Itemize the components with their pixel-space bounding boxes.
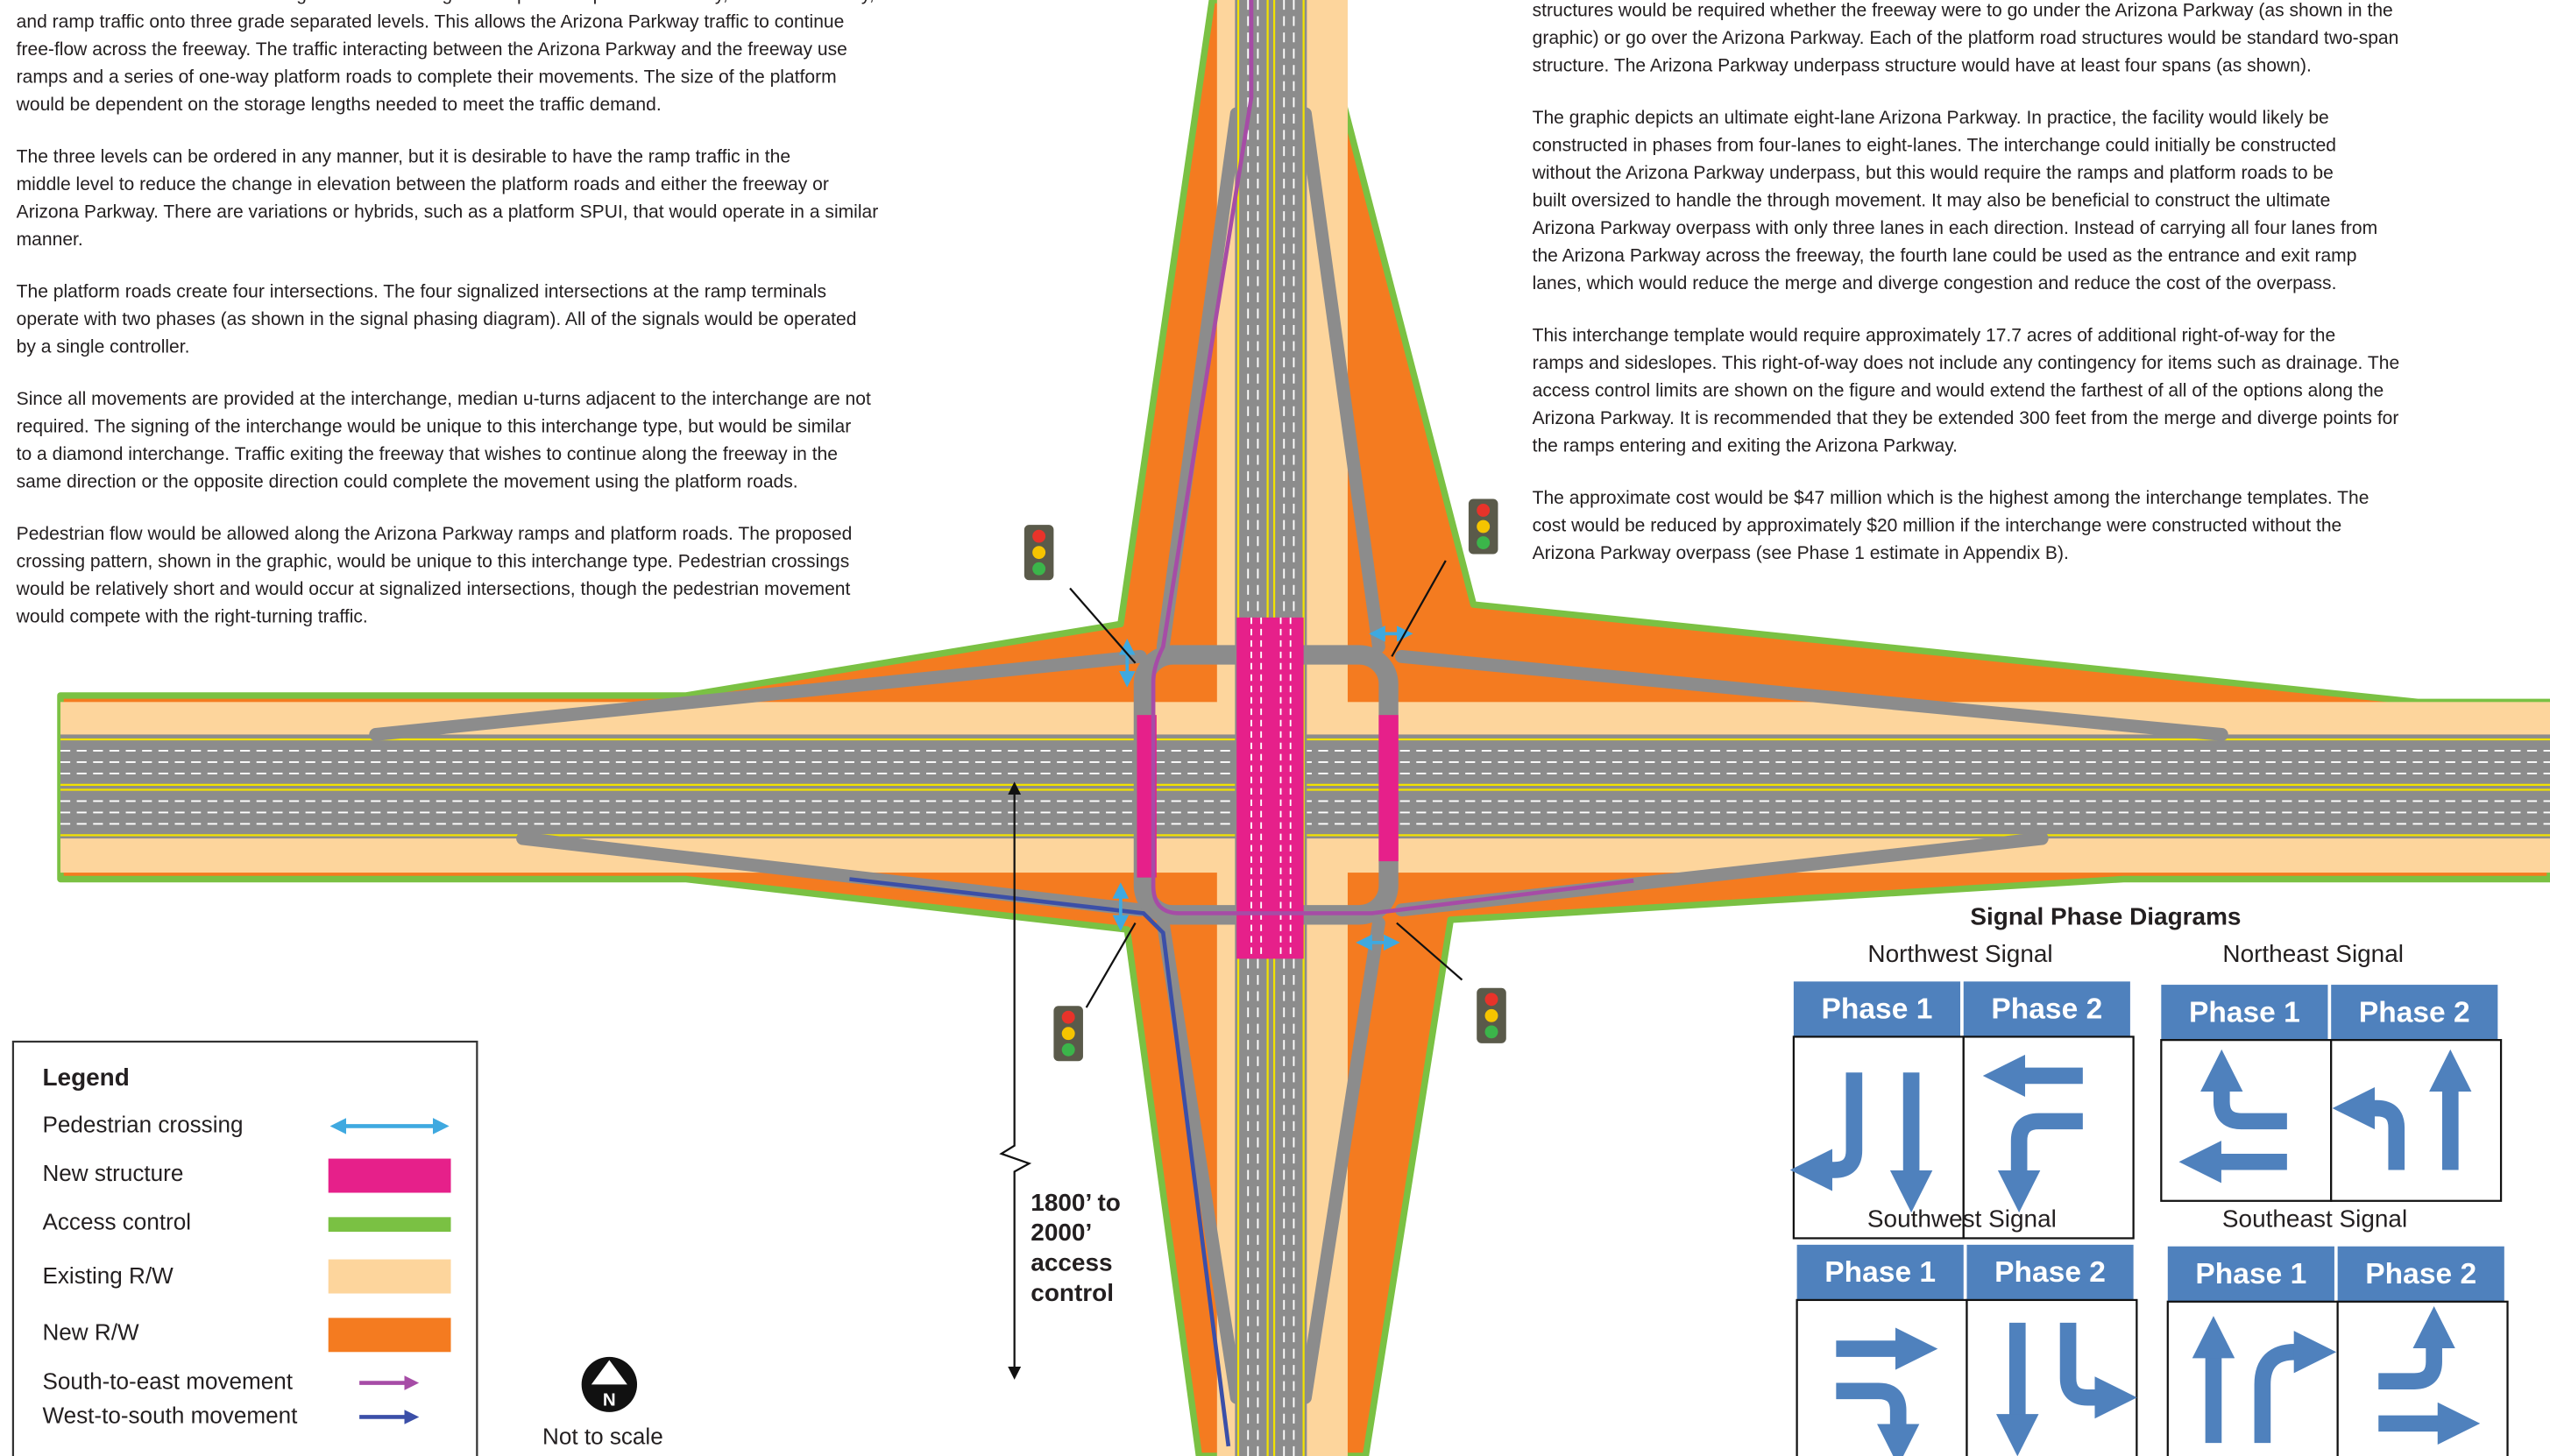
text-line: structures would be required whether the… — [1533, 0, 2393, 25]
text-line: free-flow across the freeway. The traffi… — [17, 37, 847, 65]
signal-light — [1485, 1025, 1498, 1038]
legend-swatch — [329, 1260, 451, 1294]
text-line: built oversized to handle the through mo… — [1533, 187, 2331, 216]
legend-label: New R/W — [42, 1319, 139, 1346]
new-structure — [1236, 618, 1303, 959]
phase-label: Phase 1 — [1822, 993, 1933, 1026]
legend-label: South-to-east movement — [42, 1368, 293, 1394]
text-line: to a diamond interchange. Traffic exitin… — [17, 442, 838, 470]
text-line: ramps and a series of one-way platform r… — [17, 64, 837, 92]
access-control-note: 2000’ — [1031, 1219, 1092, 1246]
phase-panel — [2168, 1302, 2338, 1456]
text-line: Arizona Parkway. There are variations or… — [17, 199, 879, 227]
legend-label: Access control — [42, 1209, 191, 1235]
signal-light — [1062, 1027, 1075, 1040]
text-line: Arizona Parkway overpass with only three… — [1533, 216, 2378, 244]
text-line: Pedestrian flow would be allowed along t… — [17, 520, 853, 548]
signal-light — [1477, 520, 1490, 534]
text-line: This interchange template would require … — [1533, 322, 2336, 350]
leader-line — [1087, 923, 1136, 1007]
signal-name: Northeast Signal — [2222, 940, 2404, 967]
text-line: the Arizona Parkway across the freeway, … — [1533, 243, 2357, 271]
text-line: Arizona Parkway. It is recommended that … — [1533, 406, 2399, 434]
text-line: manner. — [17, 227, 83, 255]
phase-panel — [2331, 1040, 2501, 1201]
legend-label: Existing R/W — [42, 1262, 174, 1289]
text-line: crossing pattern, shown in the graphic, … — [17, 548, 850, 576]
text-line: without the Arizona Parkway underpass, b… — [1533, 160, 2334, 188]
signal-light — [1485, 993, 1498, 1006]
text-line: operate with two phases (as shown in the… — [17, 307, 857, 335]
text-line: The three-level diamond interchange is a… — [17, 0, 875, 9]
legend-label: New structure — [42, 1160, 183, 1186]
access-control-note: access — [1031, 1249, 1112, 1276]
signal-light — [1477, 536, 1490, 549]
access-control-note: 1800’ to — [1031, 1189, 1121, 1216]
signal-light — [1062, 1043, 1075, 1057]
access-control-note: control — [1031, 1279, 1114, 1306]
legend-swatch — [329, 1318, 451, 1352]
text-line: structure. The Arizona Parkway underpass… — [1533, 53, 2312, 81]
text-line: would be relatively short and would occu… — [17, 576, 851, 604]
signal-name: Southwest Signal — [1867, 1205, 2057, 1232]
signal-light — [1032, 530, 1045, 543]
phase-label: Phase 2 — [2359, 996, 2470, 1028]
phase-label: Phase 1 — [2195, 1258, 2306, 1290]
signal-name: Southeast Signal — [2222, 1205, 2407, 1232]
text-line: graphic) or go over the Arizona Parkway.… — [1533, 25, 2399, 53]
legend-title: Legend — [42, 1064, 129, 1091]
phase-label: Phase 2 — [1994, 1256, 2106, 1289]
text-line: would compete with the right-turning tra… — [17, 604, 368, 632]
text-line: by a single controller. — [17, 334, 190, 362]
signal-light — [1477, 504, 1490, 517]
signal-diagrams-title: Signal Phase Diagrams — [1970, 902, 2241, 929]
text-line: The graphic depicts an ultimate eight-la… — [1533, 105, 2329, 133]
text-line: cost would be reduced by approximately $… — [1533, 512, 2342, 541]
scale-note: Not to scale — [542, 1424, 663, 1450]
legend-swatch — [329, 1159, 451, 1193]
legend-label: West-to-south movement — [42, 1402, 298, 1428]
signal-light — [1062, 1011, 1075, 1024]
new-structure — [1378, 715, 1398, 861]
legend-label: Pedestrian crossing — [42, 1111, 243, 1137]
sheet: 1800’ to 2000’ access control N Not to scale L… — [0, 0, 2550, 1456]
signal-light — [1032, 546, 1045, 559]
text-line: middle level to reduce the change in ele… — [17, 172, 829, 200]
page: 1800’ to 2000’ access control N Not to scale L… — [0, 0, 2550, 1456]
text-line: the ramps entering and exiting the Arizo… — [1533, 433, 1958, 461]
signal-light — [1485, 1009, 1498, 1022]
legend-swatch — [329, 1217, 451, 1232]
phase-panel — [1797, 1300, 1967, 1456]
text-line: Since all movements are provided at the … — [17, 386, 871, 414]
text-line: The platform roads create four intersect… — [17, 279, 826, 307]
text-line: would be dependent on the storage length… — [17, 92, 662, 120]
phase-label: Phase 1 — [1824, 1256, 1936, 1289]
signal-light — [1032, 562, 1045, 576]
phase-label: Phase 1 — [2189, 996, 2300, 1028]
text-line: Arizona Parkway overpass (see Phase 1 es… — [1533, 541, 2069, 569]
text-line: constructed in phases from four-lanes to… — [1533, 132, 2336, 160]
signal-name: Northwest Signal — [1867, 940, 2052, 967]
text-line: ramps and sideslopes. This right-of-way … — [1533, 350, 2400, 378]
north-label: N — [603, 1389, 616, 1410]
text-line: The approximate cost would be $47 millio… — [1533, 485, 2369, 513]
text-line: and ramp traffic onto three grade separa… — [17, 9, 845, 37]
text-line: same direction or the opposite direction… — [17, 469, 798, 497]
text-line: The three levels can be ordered in any m… — [17, 144, 790, 172]
phase-panel — [1966, 1300, 2136, 1456]
text-line: access control limits are shown on the f… — [1533, 378, 2384, 406]
text-line: lanes, which would reduce the merge and … — [1533, 271, 2337, 299]
phase-label: Phase 2 — [1991, 993, 2102, 1026]
text-line: required. The signing of the interchange… — [17, 413, 852, 442]
phase-label: Phase 2 — [2365, 1258, 2476, 1290]
